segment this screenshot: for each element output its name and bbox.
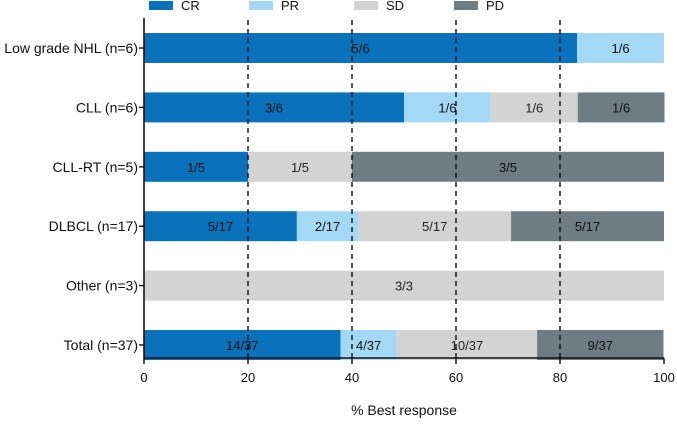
segment-label-pd-5: 9/37 [588,338,613,353]
bar-segment-sd-3 [358,211,512,242]
bar-segment-pr-5 [340,330,397,360]
bar-segment-pd-1 [577,92,665,123]
segment-label-sd-1: 1/6 [525,100,543,115]
x-axis: 0 20 40 60 80 100 [140,357,675,385]
bar-segment-pd-3 [511,211,664,242]
segment-label-pd-2: 3/5 [499,160,517,175]
segment-label-sd-2: 1/5 [291,160,309,175]
legend-swatch-cr [149,1,173,10]
bar-segment-pd-2 [352,151,664,182]
x-tick-label-60: 60 [449,370,463,385]
segment-label-pr-1: 1/6 [438,100,456,115]
segment-label-cr-0: 5/6 [352,41,370,56]
bar-segment-sd-1 [490,92,578,123]
segment-label-cr-5: 14/37 [226,338,259,353]
category-label-1: CLL (n=6) [76,99,138,115]
segment-label-sd-5: 10/37 [451,338,484,353]
segment-label-pr-0: 1/6 [612,41,630,56]
legend-label-pr: PR [281,0,299,13]
bar-segment-sd-5 [396,330,538,360]
segment-labels: 5/6 1/6 3/6 1/6 1/6 1/6 1/5 1/5 3/5 5/17 2/17 5/17 5… [187,41,630,353]
segment-label-cr-2: 1/5 [187,160,205,175]
legend-swatch-pr [249,1,273,10]
legend-label-cr: CR [181,0,200,13]
segment-label-sd-4: 3/3 [395,279,413,294]
segment-label-pd-1: 1/6 [612,100,630,115]
legend-label-sd: SD [386,0,404,13]
segment-label-cr-3: 5/17 [208,219,233,234]
category-label-5: Total (n=37) [64,337,138,353]
bars-layer [144,33,665,360]
category-label-2: CLL-RT (n=5) [53,159,138,175]
bar-segment-pr-3 [296,211,359,242]
category-label-3: DLBCL (n=17) [49,218,138,234]
segment-label-cr-1: 3/6 [265,100,283,115]
category-label-0: Low grade NHL (n=6) [4,40,138,56]
legend-swatch-sd [354,1,378,10]
bar-segment-cr-1 [144,92,404,123]
bar-segment-sd-4 [144,270,664,301]
bar-segment-cr-3 [144,211,297,242]
legend-label-pd: PD [486,0,504,13]
bar-segment-cr-2 [144,151,248,182]
x-tick-label-80: 80 [553,370,567,385]
y-axis: Low grade NHL (n=6) CLL (n=6) CLL-RT (n=5)… [4,18,145,358]
category-label-4: Other (n=3) [66,278,138,294]
segment-label-pr-5: 4/37 [356,338,381,353]
x-axis-label: % Best response [351,402,457,418]
segment-label-pd-3: 5/17 [575,219,600,234]
x-tick-label-0: 0 [140,370,147,385]
bar-segment-sd-2 [248,151,352,182]
bar-segment-pd-5 [537,330,664,360]
gridlines [247,20,561,358]
x-tick-label-40: 40 [345,370,359,385]
legend: CR PR SD PD [149,0,504,13]
bar-segment-cr-0 [144,33,578,63]
bar-segment-pr-1 [404,92,491,123]
x-tick-label-100: 100 [653,370,675,385]
x-tick-label-20: 20 [241,370,255,385]
segment-label-pr-3: 2/17 [315,219,340,234]
legend-swatch-pd [454,1,478,10]
segment-label-sd-3: 5/17 [422,219,447,234]
bar-segment-pr-0 [577,33,664,63]
bar-segment-cr-5 [144,330,341,360]
